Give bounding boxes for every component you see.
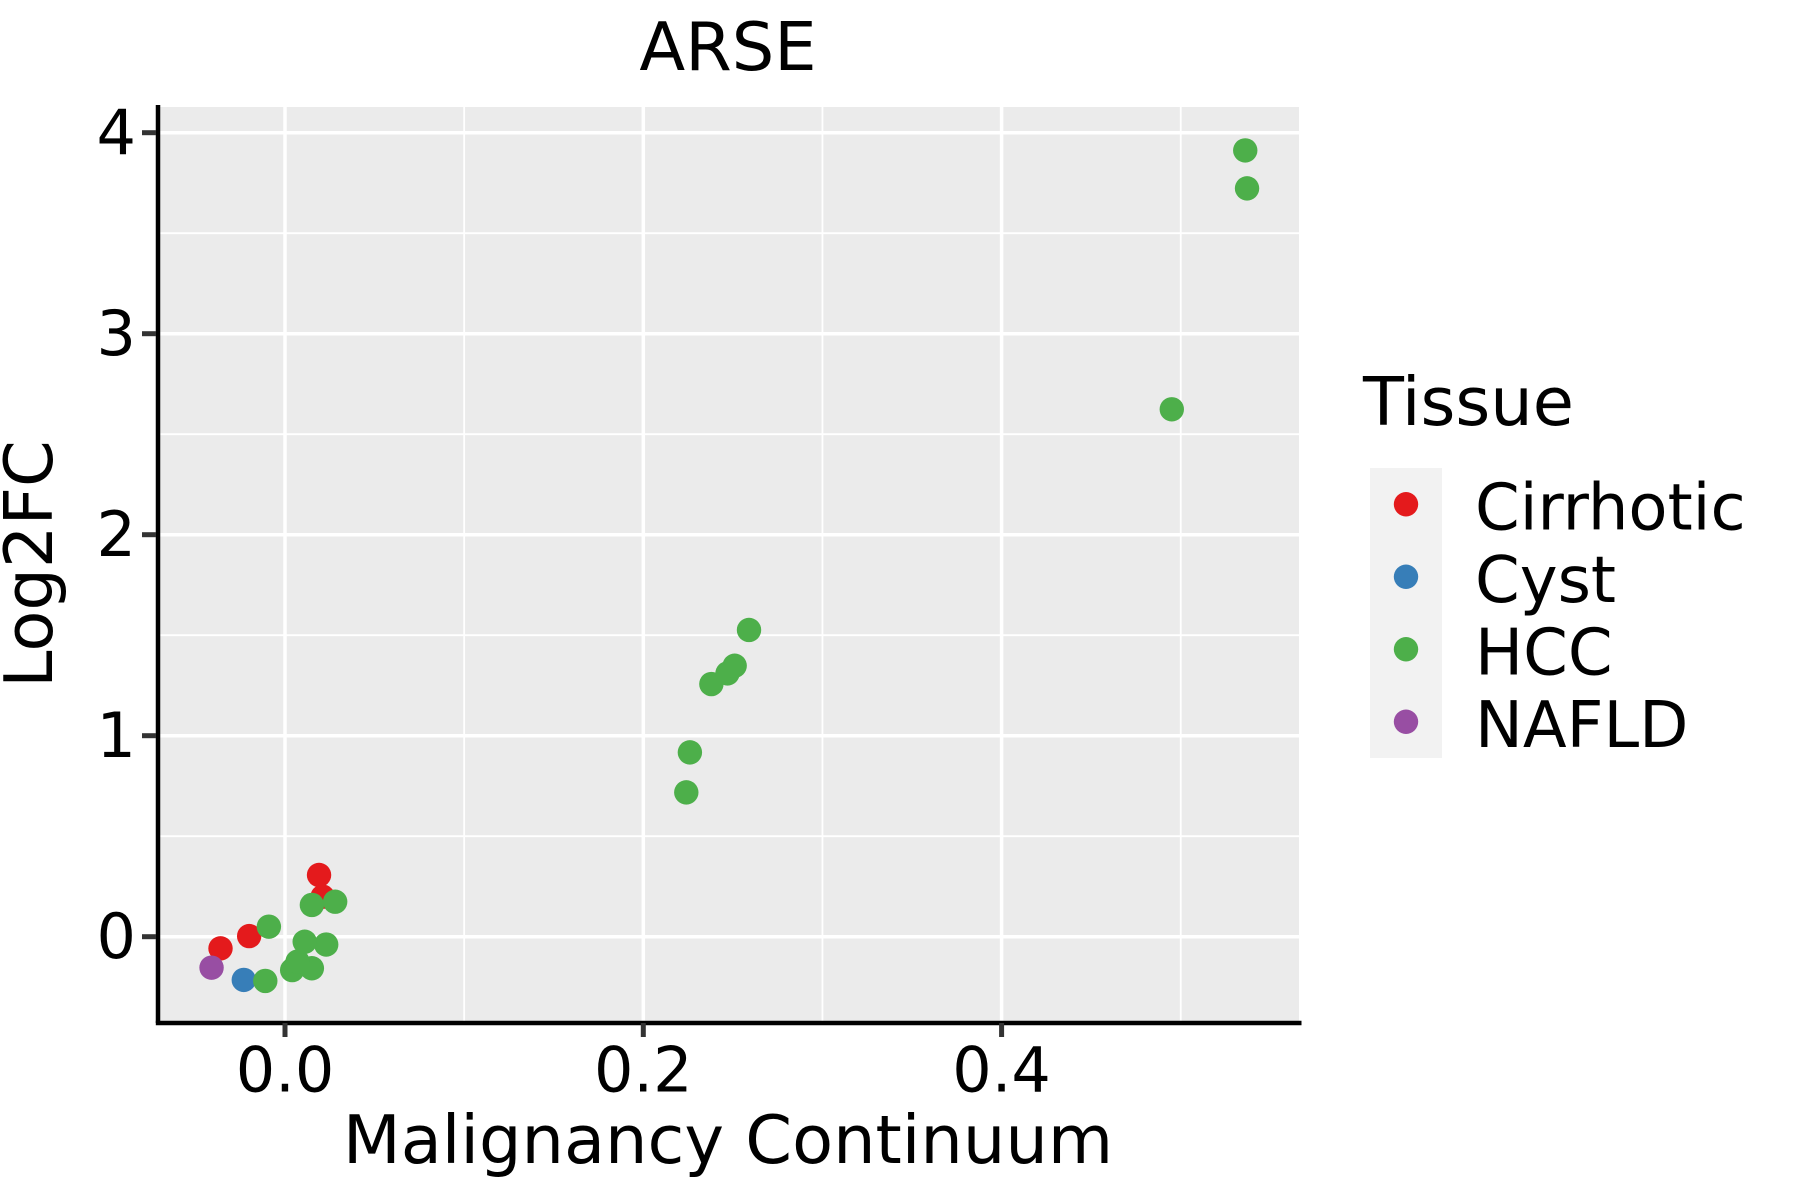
x-tick-label: 0.2: [594, 1033, 693, 1106]
point-hcc: [677, 740, 703, 765]
point-cirrhotic: [306, 862, 332, 888]
point-hcc: [674, 780, 699, 805]
point-hcc: [253, 968, 278, 994]
point-cirrhotic: [236, 923, 262, 949]
point-cyst: [231, 967, 256, 993]
legend-swatch-cirrhotic: [1393, 492, 1419, 517]
x-tick-label: 0.0: [236, 1033, 335, 1106]
y-tick-label: 3: [97, 297, 136, 370]
plot-title: ARSE: [639, 8, 816, 86]
legend-swatch-hcc: [1393, 637, 1419, 662]
point-hcc: [736, 617, 762, 643]
point-hcc: [322, 889, 348, 914]
x-tick-label: 0.4: [952, 1033, 1051, 1106]
data-points: [199, 138, 1260, 994]
point-hcc: [1159, 397, 1184, 422]
y-tick-label: 0: [97, 900, 136, 973]
point-hcc: [299, 892, 325, 918]
point-hcc: [722, 653, 747, 678]
legend-swatch-cyst: [1393, 564, 1419, 589]
legend-label-hcc: HCC: [1475, 616, 1613, 690]
point-hcc: [285, 949, 310, 974]
y-tick-label: 2: [97, 498, 136, 571]
point-nafld: [199, 955, 224, 980]
y-tick-label: 1: [97, 699, 136, 772]
point-hcc: [1233, 138, 1258, 163]
legend-label-nafld: NAFLD: [1475, 689, 1688, 763]
x-axis-title: Malignancy Continuum: [343, 1101, 1113, 1179]
point-hcc: [314, 932, 339, 957]
y-tick-label: 4: [97, 96, 136, 169]
axis-ticks: 0.0 0.2 0.4 0 1 2 3 4: [97, 96, 1051, 1106]
point-hcc: [292, 929, 317, 954]
point-cirrhotic: [208, 936, 233, 961]
legend-title: Tissue: [1362, 363, 1574, 441]
point-hcc: [256, 914, 282, 939]
legend-label-cirrhotic: Cirrhotic: [1475, 471, 1746, 545]
legend-label-cyst: Cyst: [1475, 544, 1616, 618]
gridlines: [158, 107, 1299, 1021]
legend-swatch-nafld: [1393, 709, 1419, 734]
point-hcc: [1234, 176, 1260, 201]
y-axis-title: Log2FC: [0, 440, 68, 688]
plot-panel: [158, 107, 1299, 1021]
